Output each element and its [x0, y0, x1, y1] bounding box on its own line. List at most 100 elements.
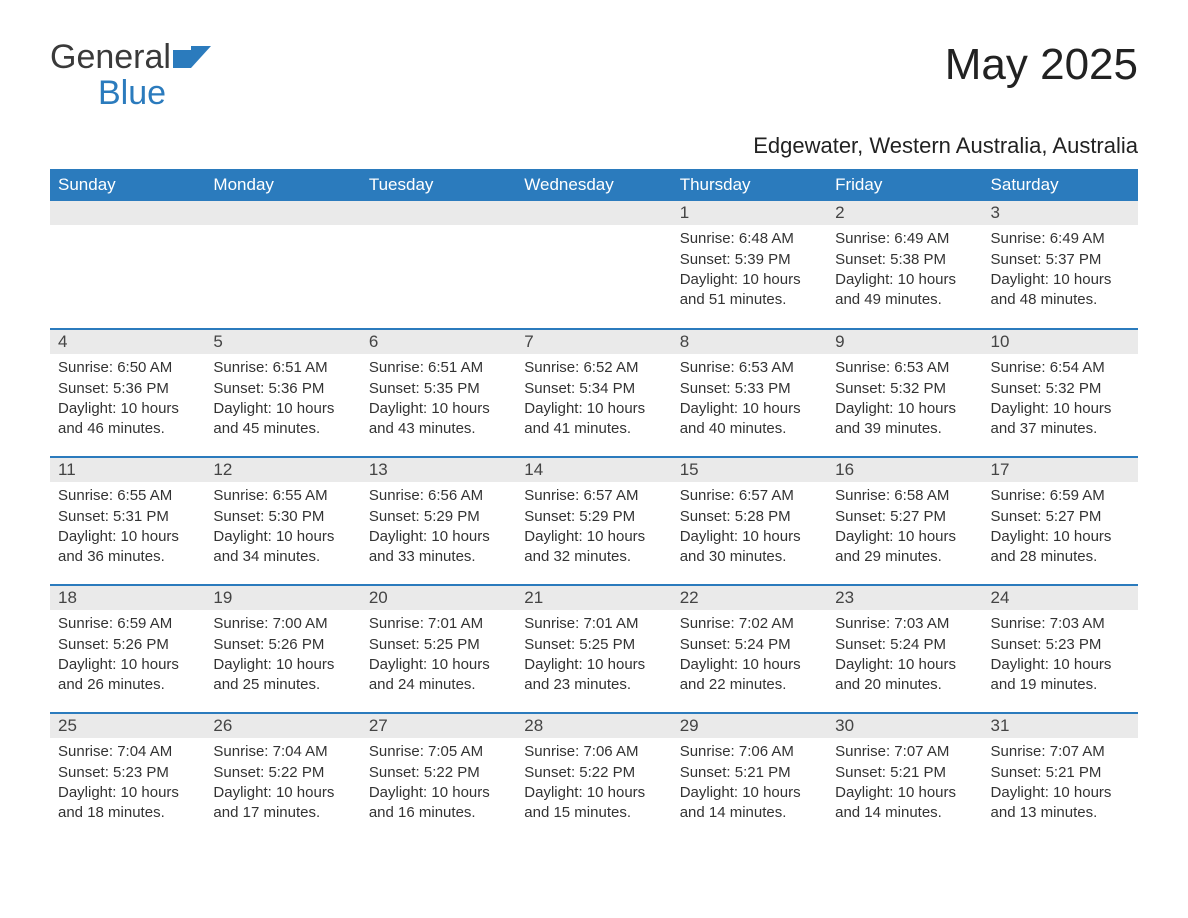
- day-number: 2: [827, 201, 982, 225]
- day-content: Sunrise: 6:57 AMSunset: 5:29 PMDaylight:…: [516, 482, 671, 575]
- daylight-line: Daylight: 10 hours and 29 minutes.: [835, 527, 974, 568]
- sunrise-line: Sunrise: 7:01 AM: [369, 614, 508, 634]
- sunrise-line: Sunrise: 7:07 AM: [835, 742, 974, 762]
- sunrise-line: Sunrise: 6:57 AM: [524, 486, 663, 506]
- sunset-line: Sunset: 5:28 PM: [680, 507, 819, 527]
- sunset-line: Sunset: 5:27 PM: [835, 507, 974, 527]
- day-number: 28: [516, 714, 671, 738]
- daylight-line: Daylight: 10 hours and 19 minutes.: [991, 655, 1130, 696]
- day-number: 17: [983, 458, 1138, 482]
- calendar-cell: [205, 201, 360, 329]
- day-header: Saturday: [983, 169, 1138, 201]
- calendar-cell: 16Sunrise: 6:58 AMSunset: 5:27 PMDayligh…: [827, 457, 982, 585]
- sunrise-line: Sunrise: 7:01 AM: [524, 614, 663, 634]
- day-number: 3: [983, 201, 1138, 225]
- daylight-line: Daylight: 10 hours and 15 minutes.: [524, 783, 663, 824]
- day-content: Sunrise: 7:03 AMSunset: 5:24 PMDaylight:…: [827, 610, 982, 703]
- calendar-cell: 10Sunrise: 6:54 AMSunset: 5:32 PMDayligh…: [983, 329, 1138, 457]
- sunrise-line: Sunrise: 6:49 AM: [835, 229, 974, 249]
- daylight-line: Daylight: 10 hours and 32 minutes.: [524, 527, 663, 568]
- sunset-line: Sunset: 5:30 PM: [213, 507, 352, 527]
- day-content: Sunrise: 7:03 AMSunset: 5:23 PMDaylight:…: [983, 610, 1138, 703]
- sunset-line: Sunset: 5:33 PM: [680, 379, 819, 399]
- daylight-line: Daylight: 10 hours and 23 minutes.: [524, 655, 663, 696]
- day-content: Sunrise: 7:04 AMSunset: 5:23 PMDaylight:…: [50, 738, 205, 831]
- brand-text: General Blue: [50, 40, 211, 111]
- day-content: Sunrise: 6:49 AMSunset: 5:38 PMDaylight:…: [827, 225, 982, 318]
- calendar-cell: 19Sunrise: 7:00 AMSunset: 5:26 PMDayligh…: [205, 585, 360, 713]
- daylight-line: Daylight: 10 hours and 45 minutes.: [213, 399, 352, 440]
- daylight-line: Daylight: 10 hours and 14 minutes.: [680, 783, 819, 824]
- sunset-line: Sunset: 5:27 PM: [991, 507, 1130, 527]
- sunset-line: Sunset: 5:22 PM: [369, 763, 508, 783]
- brand-flag-icon: [173, 40, 211, 76]
- day-content: Sunrise: 7:01 AMSunset: 5:25 PMDaylight:…: [361, 610, 516, 703]
- day-content: Sunrise: 6:55 AMSunset: 5:31 PMDaylight:…: [50, 482, 205, 575]
- day-number: [50, 201, 205, 225]
- day-content: Sunrise: 6:59 AMSunset: 5:27 PMDaylight:…: [983, 482, 1138, 575]
- sunrise-line: Sunrise: 7:07 AM: [991, 742, 1130, 762]
- day-number: 10: [983, 330, 1138, 354]
- calendar-cell: 21Sunrise: 7:01 AMSunset: 5:25 PMDayligh…: [516, 585, 671, 713]
- sunrise-line: Sunrise: 6:49 AM: [991, 229, 1130, 249]
- sunset-line: Sunset: 5:24 PM: [680, 635, 819, 655]
- day-number: 9: [827, 330, 982, 354]
- day-number: 19: [205, 586, 360, 610]
- day-number: 29: [672, 714, 827, 738]
- calendar-cell: 2Sunrise: 6:49 AMSunset: 5:38 PMDaylight…: [827, 201, 982, 329]
- day-content: Sunrise: 6:50 AMSunset: 5:36 PMDaylight:…: [50, 354, 205, 447]
- day-number: 24: [983, 586, 1138, 610]
- daylight-line: Daylight: 10 hours and 46 minutes.: [58, 399, 197, 440]
- calendar-cell: 17Sunrise: 6:59 AMSunset: 5:27 PMDayligh…: [983, 457, 1138, 585]
- sunrise-line: Sunrise: 6:59 AM: [991, 486, 1130, 506]
- sunset-line: Sunset: 5:22 PM: [524, 763, 663, 783]
- daylight-line: Daylight: 10 hours and 40 minutes.: [680, 399, 819, 440]
- day-number: 4: [50, 330, 205, 354]
- day-number: [516, 201, 671, 225]
- daylight-line: Daylight: 10 hours and 37 minutes.: [991, 399, 1130, 440]
- day-header: Friday: [827, 169, 982, 201]
- daylight-line: Daylight: 10 hours and 34 minutes.: [213, 527, 352, 568]
- calendar-cell: 8Sunrise: 6:53 AMSunset: 5:33 PMDaylight…: [672, 329, 827, 457]
- day-number: [205, 201, 360, 225]
- sunset-line: Sunset: 5:36 PM: [58, 379, 197, 399]
- daylight-line: Daylight: 10 hours and 28 minutes.: [991, 527, 1130, 568]
- sunset-line: Sunset: 5:36 PM: [213, 379, 352, 399]
- daylight-line: Daylight: 10 hours and 41 minutes.: [524, 399, 663, 440]
- day-content: Sunrise: 7:05 AMSunset: 5:22 PMDaylight:…: [361, 738, 516, 831]
- day-number: 27: [361, 714, 516, 738]
- sunrise-line: Sunrise: 7:03 AM: [835, 614, 974, 634]
- day-number: 7: [516, 330, 671, 354]
- calendar-cell: 29Sunrise: 7:06 AMSunset: 5:21 PMDayligh…: [672, 713, 827, 841]
- calendar-cell: 24Sunrise: 7:03 AMSunset: 5:23 PMDayligh…: [983, 585, 1138, 713]
- sunset-line: Sunset: 5:26 PM: [213, 635, 352, 655]
- sunset-line: Sunset: 5:29 PM: [524, 507, 663, 527]
- day-number: 15: [672, 458, 827, 482]
- daylight-line: Daylight: 10 hours and 48 minutes.: [991, 270, 1130, 311]
- sunset-line: Sunset: 5:37 PM: [991, 250, 1130, 270]
- day-content: Sunrise: 6:52 AMSunset: 5:34 PMDaylight:…: [516, 354, 671, 447]
- daylight-line: Daylight: 10 hours and 13 minutes.: [991, 783, 1130, 824]
- daylight-line: Daylight: 10 hours and 49 minutes.: [835, 270, 974, 311]
- sunrise-line: Sunrise: 6:57 AM: [680, 486, 819, 506]
- sunset-line: Sunset: 5:21 PM: [991, 763, 1130, 783]
- day-content: Sunrise: 6:48 AMSunset: 5:39 PMDaylight:…: [672, 225, 827, 318]
- sunset-line: Sunset: 5:29 PM: [369, 507, 508, 527]
- day-content: Sunrise: 6:49 AMSunset: 5:37 PMDaylight:…: [983, 225, 1138, 318]
- sunset-line: Sunset: 5:21 PM: [680, 763, 819, 783]
- sunrise-line: Sunrise: 6:51 AM: [213, 358, 352, 378]
- calendar-body: 1Sunrise: 6:48 AMSunset: 5:39 PMDaylight…: [50, 201, 1138, 841]
- day-number: 8: [672, 330, 827, 354]
- daylight-line: Daylight: 10 hours and 16 minutes.: [369, 783, 508, 824]
- calendar-cell: 3Sunrise: 6:49 AMSunset: 5:37 PMDaylight…: [983, 201, 1138, 329]
- month-title: May 2025: [945, 40, 1138, 90]
- sunrise-line: Sunrise: 7:06 AM: [524, 742, 663, 762]
- day-content: Sunrise: 7:01 AMSunset: 5:25 PMDaylight:…: [516, 610, 671, 703]
- sunrise-line: Sunrise: 7:03 AM: [991, 614, 1130, 634]
- day-number: 20: [361, 586, 516, 610]
- sunset-line: Sunset: 5:39 PM: [680, 250, 819, 270]
- calendar-cell: 15Sunrise: 6:57 AMSunset: 5:28 PMDayligh…: [672, 457, 827, 585]
- day-number: 25: [50, 714, 205, 738]
- sunrise-line: Sunrise: 7:04 AM: [58, 742, 197, 762]
- sunrise-line: Sunrise: 6:59 AM: [58, 614, 197, 634]
